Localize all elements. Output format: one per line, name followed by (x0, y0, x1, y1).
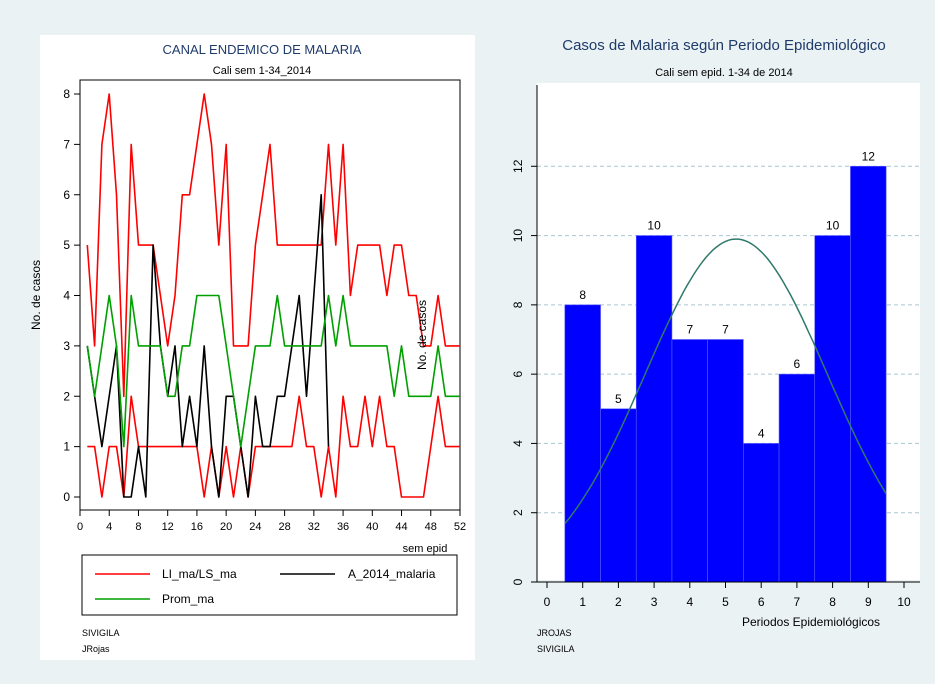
left-series-line-1 (87, 395, 460, 498)
right-bars (564, 165, 887, 583)
bar-period-9 (850, 165, 887, 583)
left-x-tick-label: 32 (308, 521, 320, 533)
left-x-tick-label: 28 (278, 521, 290, 533)
bar-period-1 (564, 304, 601, 583)
left-series-line-0 (86, 93, 460, 398)
left-series-line-2 (86, 194, 330, 498)
bar-data-label: 10 (826, 219, 840, 233)
right-x-axis-label: Periodos Epidemiológicos (742, 615, 880, 629)
left-x-tick-label: 48 (425, 521, 437, 533)
right-x-tick-label: 8 (829, 595, 836, 609)
legend-label-a2014: A_2014_malaria (348, 567, 436, 581)
right-x-tick-label: 5 (722, 595, 729, 609)
left-y-tick-label: 8 (63, 87, 70, 101)
bar-period-2 (600, 408, 637, 583)
right-x-tick-label: 2 (615, 595, 622, 609)
left-x-tick-label: 20 (220, 521, 232, 533)
legend-label-prom: Prom_ma (162, 592, 214, 606)
left-y-tick-label: 6 (63, 188, 70, 202)
right-chart-subtitle: Cali sem epid. 1-34 de 2014 (655, 67, 793, 79)
right-y-tick-label: 4 (511, 440, 525, 447)
bar-data-label: 6 (794, 357, 801, 371)
right-y-tick-label: 6 (511, 370, 525, 377)
right-y-tick-label: 0 (511, 578, 525, 585)
right-note-jrojas: JROJAS (537, 628, 572, 638)
left-y-tick-label: 7 (63, 137, 70, 151)
right-x-tick-label: 7 (794, 595, 801, 609)
right-x-tick-label: 6 (758, 595, 765, 609)
right-x-tick-label: 9 (865, 595, 872, 609)
left-y-tick-label: 1 (63, 440, 70, 454)
right-chart-title: Casos de Malaria según Periodo Epidemiol… (562, 37, 886, 54)
bar-data-label: 4 (758, 426, 765, 440)
right-x-ticks: 0 1 2 3 4 5 6 7 8 9 10 (544, 582, 911, 609)
right-x-tick-label: 10 (897, 595, 911, 609)
left-x-axis-label: sem epid (403, 543, 448, 555)
legend-box (81, 554, 458, 616)
left-x-tick-label: 52 (454, 521, 466, 533)
right-data-labels: 8 5 10 7 7 4 6 10 12 (579, 149, 875, 440)
bar-data-label: 7 (686, 323, 693, 337)
left-y-ticks: 0 1 2 3 4 5 6 7 8 (63, 87, 80, 504)
left-y-axis-label: No. de casos (29, 260, 43, 330)
left-x-tick-label: 16 (191, 521, 203, 533)
right-x-tick-label: 3 (651, 595, 658, 609)
right-chart: Casos de Malaria según Periodo Epidemiol… (415, 37, 920, 654)
left-x-tick-label: 40 (366, 521, 378, 533)
bar-period-8 (814, 235, 851, 583)
left-x-tick-label: 24 (249, 521, 261, 533)
left-y-tick-label: 3 (63, 339, 70, 353)
left-x-tick-label: 8 (135, 521, 141, 533)
right-y-axis-label: No. de casos (415, 300, 429, 370)
left-chart-title: CANAL ENDEMICO DE MALARIA (163, 42, 362, 57)
left-series-lines (86, 93, 460, 498)
normal-density-curve (564, 238, 887, 525)
bar-data-label: 8 (579, 288, 586, 302)
right-y-tick-label: 8 (511, 301, 525, 308)
left-x-tick-label: 4 (106, 521, 112, 533)
bar-period-7 (778, 373, 816, 583)
bar-period-4 (671, 339, 708, 583)
bar-period-5 (707, 339, 744, 583)
right-note-sivigila: SIVIGILA (537, 644, 575, 654)
right-x-tick-label: 0 (544, 595, 551, 609)
left-note-jrojas: JRojas (82, 644, 110, 654)
right-x-tick-label: 4 (686, 595, 693, 609)
left-chart: CANAL ENDEMICO DE MALARIA Cali sem 1-34_… (29, 35, 475, 660)
left-x-tick-label: 36 (337, 521, 349, 533)
left-x-tick-label: 12 (162, 521, 174, 533)
left-y-tick-label: 2 (63, 389, 70, 403)
right-x-tick-label: 1 (579, 595, 586, 609)
bar-data-label: 10 (647, 219, 661, 233)
legend-label-li-ls: LI_ma/LS_ma (162, 567, 237, 581)
bar-period-6 (743, 443, 780, 583)
left-x-ticks: 0 4 8 12 16 20 24 28 32 36 40 44 48 52 (77, 510, 466, 533)
left-y-tick-label: 0 (63, 490, 70, 504)
bar-data-label: 12 (862, 149, 876, 163)
right-y-tick-label: 12 (511, 159, 525, 173)
left-y-tick-label: 5 (63, 238, 70, 252)
left-x-tick-label: 44 (395, 521, 407, 533)
right-y-ticks: 0 2 4 6 8 10 12 (511, 159, 537, 585)
bar-data-label: 7 (722, 323, 729, 337)
left-y-tick-label: 4 (63, 289, 70, 303)
left-chart-subtitle: Cali sem 1-34_2014 (213, 65, 311, 77)
bar-period-3 (635, 235, 673, 583)
left-x-tick-label: 0 (77, 521, 83, 533)
right-y-tick-label: 2 (511, 509, 525, 516)
left-note-sivigila: SIVIGILA (82, 628, 120, 638)
right-y-tick-label: 10 (511, 229, 525, 243)
bar-data-label: 5 (615, 392, 622, 406)
left-series-line-3 (86, 294, 460, 448)
